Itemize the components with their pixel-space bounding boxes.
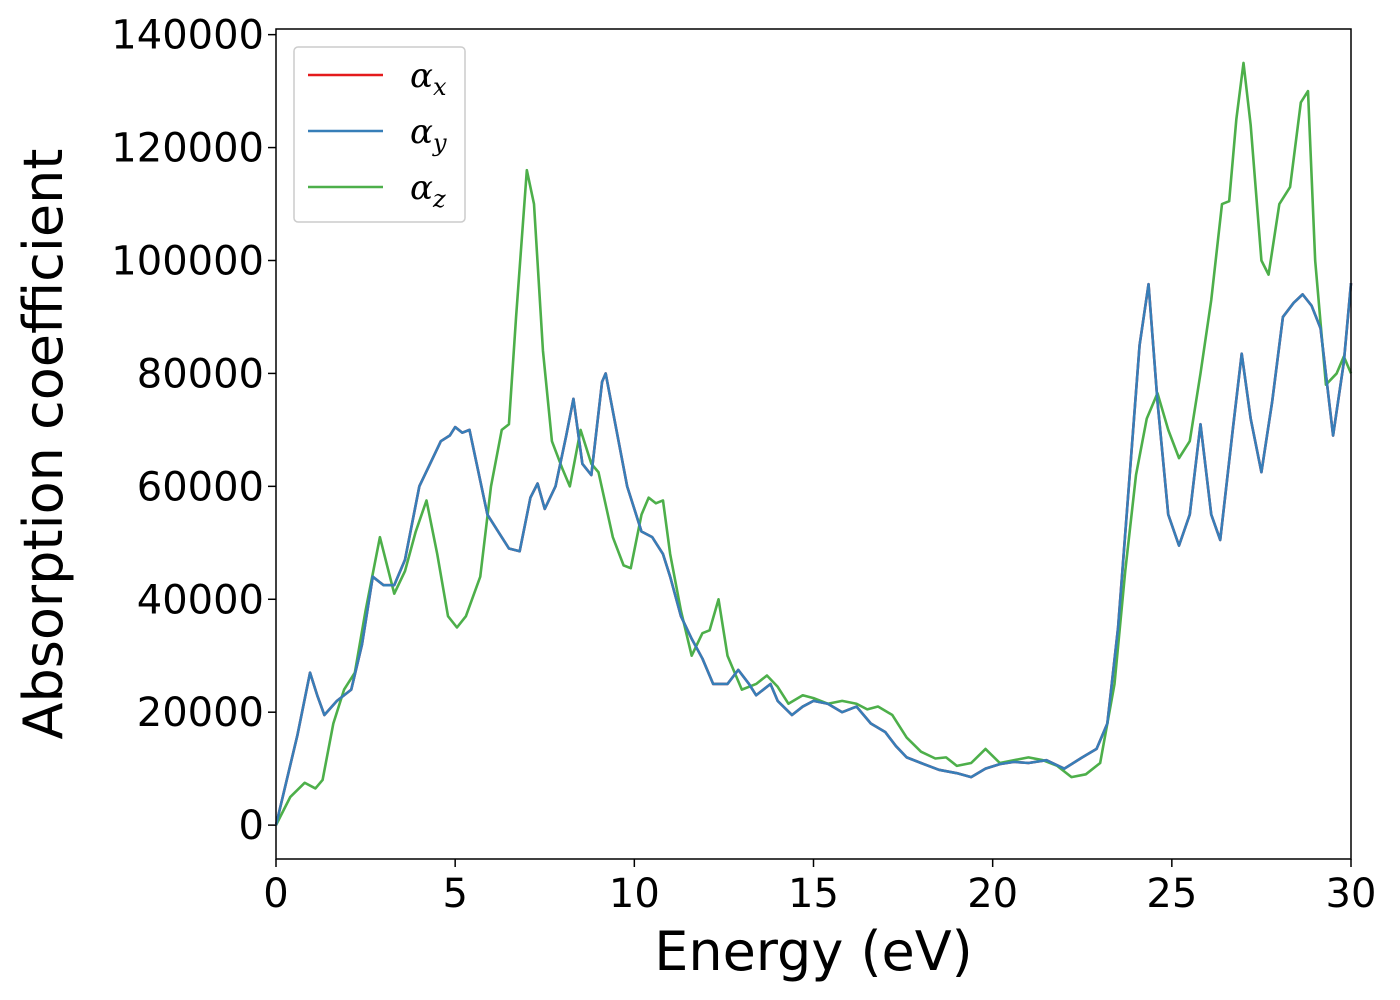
series-line-z: [274, 61, 1353, 826]
y-tick-label: 20000: [137, 690, 264, 736]
y-tick-label: 0: [239, 803, 264, 849]
x-tick-label: 10: [609, 871, 660, 917]
x-tick-label: 30: [1326, 871, 1377, 917]
x-tick-label: 25: [1146, 871, 1197, 917]
y-tick-label: 80000: [137, 351, 264, 397]
series-layer: [274, 61, 1353, 826]
x-tick-label: 0: [263, 871, 288, 917]
y-tick-label: 100000: [111, 238, 264, 284]
series-line-y: [274, 282, 1353, 826]
legend-label-y: αy: [410, 112, 447, 157]
legend-box: [293, 46, 466, 223]
y-axis-label: Absorption coefficient: [12, 149, 75, 740]
x-tick-label: 5: [442, 871, 467, 917]
y-tick-label: 60000: [137, 464, 264, 510]
x-axis-label: Energy (eV): [654, 920, 973, 983]
plot-frame: [275, 28, 1352, 860]
y-tick-label: 40000: [137, 577, 264, 623]
x-tick-label: 15: [788, 871, 839, 917]
legend-label-x: αx: [410, 56, 447, 101]
x-tick-label: 20: [967, 871, 1018, 917]
y-tick-label: 140000: [111, 13, 264, 59]
ticks-layer: 0 5 10 15 20 25 30 0 20000 40000 60000 80000 100000 1…: [111, 13, 1376, 917]
y-tick-label: 120000: [111, 126, 264, 172]
